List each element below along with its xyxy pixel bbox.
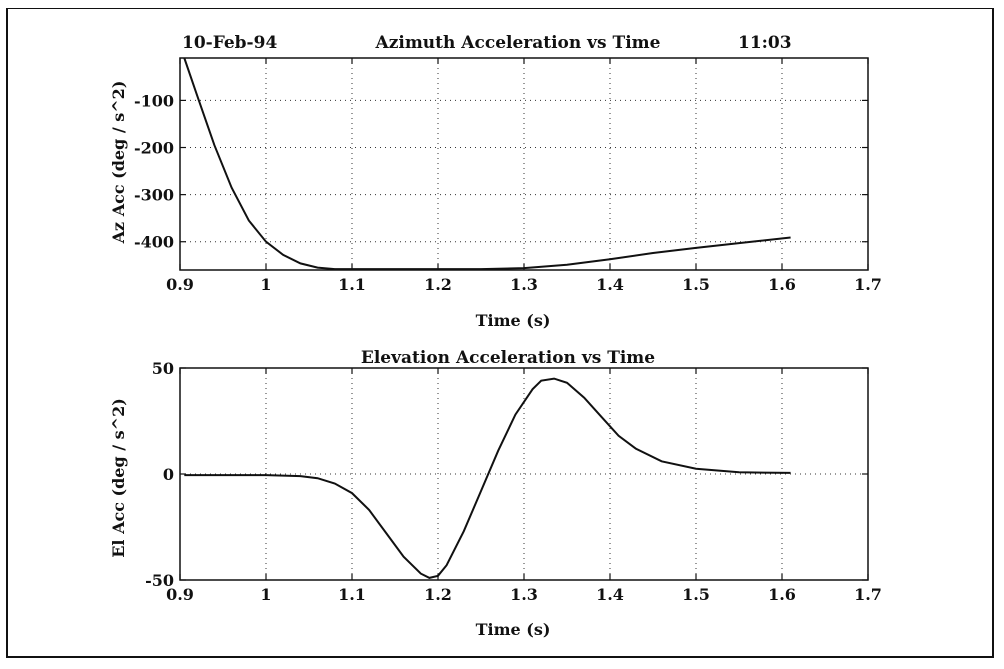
header-time: 11:03 xyxy=(738,33,792,53)
x-tick-label: 1.5 xyxy=(682,585,710,604)
x-tick-label: 1.2 xyxy=(424,585,452,604)
header-date: 10-Feb-94 xyxy=(182,33,277,53)
x-tick-label: 0.9 xyxy=(166,585,194,604)
y-axis-label: Az Acc (deg / s^2) xyxy=(109,81,128,245)
x-tick-label: 1.3 xyxy=(510,275,538,294)
x-axis-label: Time (s) xyxy=(476,620,551,639)
y-tick-label: 50 xyxy=(152,359,174,378)
chart-title: Elevation Acceleration vs Time xyxy=(361,348,655,368)
y-tick-label: -50 xyxy=(145,571,174,590)
x-tick-label: 1.6 xyxy=(768,585,796,604)
x-tick-label: 1.7 xyxy=(854,275,882,294)
plot-area-border xyxy=(179,367,869,581)
x-tick-label: 1.7 xyxy=(854,585,882,604)
y-tick-label: -100 xyxy=(134,91,174,110)
series-line xyxy=(183,57,791,271)
x-tick-label: 1 xyxy=(260,585,271,604)
x-tick-label: 1.3 xyxy=(510,585,538,604)
x-tick-label: 1.2 xyxy=(424,275,452,294)
y-tick-label: -300 xyxy=(134,186,174,205)
x-tick-label: 0.9 xyxy=(166,275,194,294)
x-tick-label: 1.4 xyxy=(596,275,624,294)
x-tick-label: 1.6 xyxy=(768,275,796,294)
plot-area-border xyxy=(179,57,869,271)
x-axis-label: Time (s) xyxy=(476,311,551,330)
azimuth-acceleration-chart: Azimuth Acceleration vs Time Time (s) Az… xyxy=(109,33,882,330)
y-axis-label: El Acc (deg / s^2) xyxy=(109,398,128,558)
x-tick-label: 1.4 xyxy=(596,585,624,604)
y-tick-label: 0 xyxy=(163,465,174,484)
series-line xyxy=(184,377,791,579)
x-tick-label: 1.1 xyxy=(338,585,366,604)
y-tick-label: -400 xyxy=(134,233,174,252)
x-tick-label: 1.5 xyxy=(682,275,710,294)
x-tick-label: 1 xyxy=(260,275,271,294)
chart-title: Azimuth Acceleration vs Time xyxy=(375,33,661,53)
y-tick-label: -200 xyxy=(134,139,174,158)
elevation-acceleration-chart: Elevation Acceleration vs Time Time (s) … xyxy=(109,348,882,639)
figure-frame xyxy=(6,8,994,658)
x-tick-label: 1.1 xyxy=(338,275,366,294)
